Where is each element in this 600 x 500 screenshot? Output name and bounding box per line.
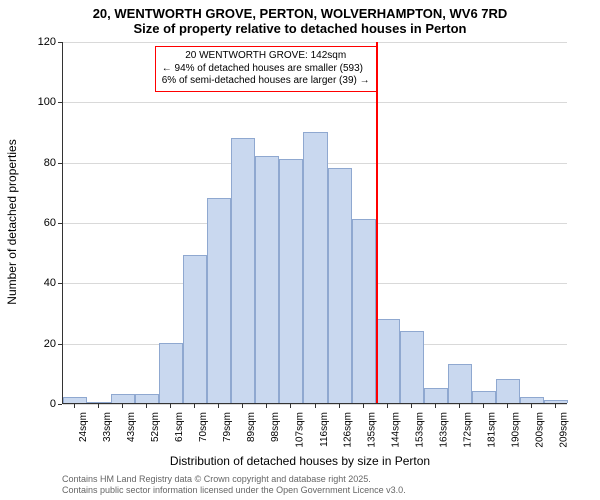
x-tick-mark — [122, 404, 123, 408]
histogram-bar — [448, 364, 472, 403]
histogram-bar — [111, 394, 135, 403]
x-tick-label: 181sqm — [487, 412, 498, 448]
chart-container: 20, WENTWORTH GROVE, PERTON, WOLVERHAMPT… — [0, 0, 600, 500]
histogram-bar — [352, 219, 376, 403]
x-tick-mark — [387, 404, 388, 408]
x-tick-mark — [242, 404, 243, 408]
y-tick-label: 120 — [38, 36, 56, 48]
footer-line-2: Contains public sector information licen… — [62, 485, 406, 496]
annotation-line: 20 WENTWORTH GROVE: 142sqm — [162, 50, 370, 63]
histogram-bar — [376, 319, 400, 403]
histogram-bar — [135, 394, 159, 403]
histogram-bar — [63, 397, 87, 403]
histogram-bar — [424, 388, 448, 403]
histogram-bar — [207, 198, 231, 403]
y-tick-mark — [58, 163, 62, 164]
x-tick-label: 190sqm — [511, 412, 522, 448]
x-tick-label: 70sqm — [198, 412, 209, 442]
x-tick-label: 43sqm — [126, 412, 137, 442]
histogram-bar — [303, 132, 327, 404]
x-tick-label: 144sqm — [391, 412, 402, 448]
x-tick-mark — [459, 404, 460, 408]
histogram-bar — [520, 397, 544, 403]
x-tick-label: 107sqm — [294, 412, 305, 448]
y-tick-label: 60 — [44, 217, 56, 229]
x-tick-mark — [170, 404, 171, 408]
title-line-1: 20, WENTWORTH GROVE, PERTON, WOLVERHAMPT… — [0, 6, 600, 21]
x-tick-mark — [507, 404, 508, 408]
histogram-bar — [472, 391, 496, 403]
x-tick-mark — [555, 404, 556, 408]
y-tick-label: 80 — [44, 157, 56, 169]
x-tick-mark — [339, 404, 340, 408]
x-tick-label: 135sqm — [367, 412, 378, 448]
histogram-bar — [279, 159, 303, 403]
x-tick-label: 209sqm — [559, 412, 570, 448]
histogram-bar — [87, 402, 111, 403]
y-tick-label: 0 — [50, 398, 56, 410]
x-tick-mark — [483, 404, 484, 408]
x-tick-mark — [266, 404, 267, 408]
x-tick-label: 79sqm — [222, 412, 233, 442]
grid-line — [63, 102, 567, 103]
x-tick-mark — [74, 404, 75, 408]
y-tick-label: 100 — [38, 96, 56, 108]
histogram-bar — [496, 379, 520, 403]
x-tick-mark — [146, 404, 147, 408]
x-tick-label: 24sqm — [78, 412, 89, 442]
annotation-line: 6% of semi-detached houses are larger (3… — [162, 75, 370, 88]
x-tick-label: 89sqm — [246, 412, 257, 442]
annotation-box: 20 WENTWORTH GROVE: 142sqm← 94% of detac… — [155, 46, 377, 92]
y-axis-label: Number of detached properties — [5, 139, 19, 304]
x-tick-label: 33sqm — [102, 412, 113, 442]
annotation-line: ← 94% of detached houses are smaller (59… — [162, 63, 370, 76]
x-tick-label: 52sqm — [150, 412, 161, 442]
x-tick-mark — [435, 404, 436, 408]
histogram-bar — [328, 168, 352, 403]
grid-line — [63, 42, 567, 43]
x-tick-mark — [98, 404, 99, 408]
histogram-bar — [231, 138, 255, 403]
footer-line-1: Contains HM Land Registry data © Crown c… — [62, 474, 406, 485]
x-tick-label: 163sqm — [439, 412, 450, 448]
x-tick-label: 126sqm — [343, 412, 354, 448]
x-tick-label: 98sqm — [270, 412, 281, 442]
plot-area: 20 WENTWORTH GROVE: 142sqm← 94% of detac… — [62, 42, 567, 404]
x-tick-mark — [363, 404, 364, 408]
x-tick-mark — [290, 404, 291, 408]
histogram-bar — [400, 331, 424, 403]
x-tick-label: 116sqm — [319, 412, 330, 447]
x-tick-mark — [411, 404, 412, 408]
x-tick-mark — [194, 404, 195, 408]
y-tick-mark — [58, 223, 62, 224]
y-tick-mark — [58, 283, 62, 284]
y-tick-mark — [58, 102, 62, 103]
x-tick-label: 61sqm — [174, 412, 185, 442]
y-tick-label: 40 — [44, 277, 56, 289]
x-tick-label: 153sqm — [415, 412, 426, 448]
histogram-bar — [544, 400, 568, 403]
y-tick-mark — [58, 42, 62, 43]
x-tick-mark — [315, 404, 316, 408]
chart-footer: Contains HM Land Registry data © Crown c… — [62, 474, 406, 496]
histogram-bar — [183, 255, 207, 403]
title-line-2: Size of property relative to detached ho… — [0, 21, 600, 36]
chart-title: 20, WENTWORTH GROVE, PERTON, WOLVERHAMPT… — [0, 6, 600, 36]
y-tick-mark — [58, 344, 62, 345]
y-tick-mark — [58, 404, 62, 405]
histogram-bar — [255, 156, 279, 403]
x-tick-label: 200sqm — [535, 412, 546, 448]
y-tick-label: 20 — [44, 338, 56, 350]
x-tick-mark — [218, 404, 219, 408]
histogram-bar — [159, 343, 183, 403]
x-tick-mark — [531, 404, 532, 408]
x-axis-label: Distribution of detached houses by size … — [0, 454, 600, 468]
x-tick-label: 172sqm — [463, 412, 474, 448]
marker-line — [376, 42, 378, 403]
